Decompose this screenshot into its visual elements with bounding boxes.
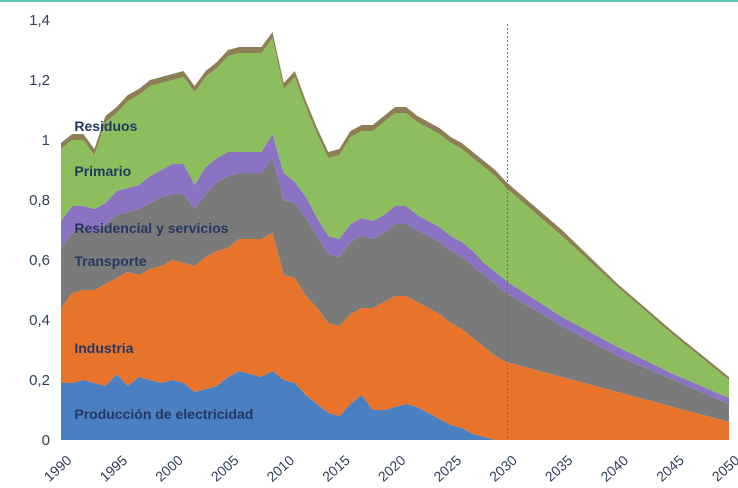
y-axis-ticks: 0 0,2 0,4 0,6 0,8 1 1,2 1,4 [29,12,50,449]
x-tick-label: 2025 [430,452,464,485]
x-tick-label: 2015 [319,452,353,485]
x-tick-label: 2010 [263,452,297,485]
x-tick-label: 2040 [597,452,631,485]
y-tick-label: 0,2 [29,372,50,389]
x-tick-label: 2050 [709,452,738,485]
y-tick-label: 0,6 [29,252,50,269]
y-tick-label: 0 [42,432,50,449]
series-labels: Residuos Primario Residencial y servicios T… [74,118,253,422]
area-produccion-de-electricidad [61,371,729,440]
x-axis-ticks: 1990 1995 2000 2005 2010 2015 2020 2025 2030 2035… [41,452,738,485]
top-divider [0,0,738,2]
area-industria [61,233,729,440]
label-transporte: Transporte [74,253,147,269]
y-tick-label: 0,8 [29,192,50,209]
series-areas [61,32,729,440]
y-tick-label: 1,4 [29,12,50,29]
x-tick-label: 1990 [41,452,75,485]
x-tick-label: 2030 [486,452,520,485]
x-tick-label: 2005 [208,452,242,485]
x-tick-label: 1995 [96,452,130,485]
label-primario: Primario [74,163,131,179]
y-tick-label: 0,4 [29,312,50,329]
area-primario [61,38,729,398]
label-residuos: Residuos [74,118,137,134]
y-tick-label: 1,2 [29,72,50,89]
x-tick-label: 2045 [653,452,687,485]
x-tick-label: 2020 [375,452,409,485]
label-industria: Industria [74,340,133,356]
label-residencial-y-servicios: Residencial y servicios [74,220,228,236]
y-tick-label: 1 [42,132,50,149]
x-tick-label: 2035 [542,452,576,485]
x-tick-label: 2000 [152,452,186,485]
area-transporte [61,158,729,422]
label-produccion-de-electricidad: Producción de electricidad [74,406,253,422]
